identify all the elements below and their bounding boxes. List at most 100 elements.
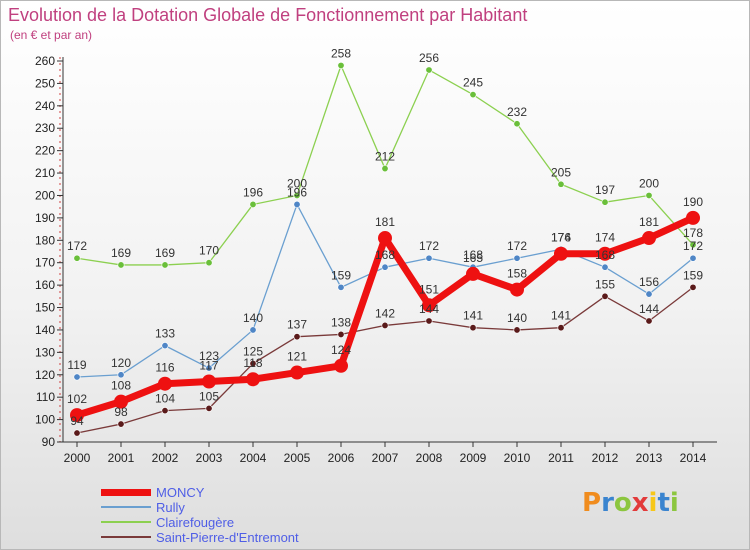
data-point-moncy	[334, 358, 348, 373]
y-tick-label: 140	[35, 323, 55, 337]
data-point-saint-pierre-d-entremont	[601, 292, 609, 300]
data-label-saint-pierre-d-entremont: 142	[375, 306, 395, 320]
data-point-rully	[645, 290, 653, 298]
data-label-moncy: 165	[463, 251, 483, 265]
data-point-moncy	[378, 231, 392, 246]
data-label-moncy: 151	[419, 282, 439, 296]
data-point-moncy	[202, 374, 216, 389]
data-label-rully: 172	[507, 239, 527, 253]
data-label-saint-pierre-d-entremont: 140	[507, 311, 527, 325]
x-tick-label: 2010	[504, 451, 531, 465]
y-tick-label: 150	[35, 301, 55, 315]
data-point-saint-pierre-d-entremont	[689, 283, 697, 291]
data-label-clairefoug-re: 200	[287, 176, 307, 190]
data-label-rully: 120	[111, 356, 131, 370]
data-point-clairefoug-re	[73, 254, 81, 262]
logo-letter: x	[631, 488, 649, 518]
data-point-rully	[293, 200, 301, 208]
y-tick-label: 90	[42, 435, 56, 449]
x-tick-label: 2000	[64, 451, 91, 465]
data-point-rully	[689, 254, 697, 262]
data-point-rully	[513, 254, 521, 262]
chart-subtitle: (en € et par an)	[10, 28, 93, 42]
data-label-rully: 172	[683, 239, 703, 253]
data-point-saint-pierre-d-entremont	[425, 317, 433, 325]
logo-letter: t	[657, 488, 670, 518]
data-label-saint-pierre-d-entremont: 141	[463, 309, 483, 323]
data-label-saint-pierre-d-entremont: 98	[114, 405, 128, 419]
x-tick-label: 2003	[196, 451, 223, 465]
data-point-moncy	[114, 394, 128, 409]
y-tick-label: 170	[35, 256, 55, 270]
data-label-rully: 176	[551, 230, 571, 244]
data-label-rully: 140	[243, 311, 263, 325]
data-point-clairefoug-re	[337, 61, 345, 69]
y-tick-label: 190	[35, 211, 55, 225]
legend-swatch	[101, 506, 151, 508]
data-label-moncy: 124	[331, 343, 351, 357]
data-label-saint-pierre-d-entremont: 104	[155, 392, 175, 406]
data-label-clairefoug-re: 169	[155, 246, 175, 260]
data-label-rully: 168	[463, 248, 483, 262]
chart-series	[70, 61, 700, 437]
data-label-rully: 119	[67, 358, 86, 372]
data-point-saint-pierre-d-entremont	[205, 404, 213, 412]
data-label-moncy: 108	[111, 379, 131, 393]
data-label-clairefoug-re: 256	[419, 51, 439, 65]
data-point-clairefoug-re	[293, 191, 301, 199]
data-point-moncy	[686, 210, 700, 225]
data-label-moncy: 102	[67, 392, 87, 406]
data-label-clairefoug-re: 172	[67, 239, 87, 253]
data-label-moncy: 174	[551, 231, 571, 245]
data-label-moncy: 181	[639, 215, 659, 229]
y-tick-label: 120	[35, 368, 55, 382]
y-tick-label: 230	[35, 121, 55, 135]
x-tick-label: 2011	[548, 451, 574, 465]
data-label-moncy: 121	[287, 350, 307, 364]
data-point-rully	[337, 283, 345, 291]
data-point-clairefoug-re	[469, 91, 477, 99]
data-point-clairefoug-re	[513, 120, 521, 128]
data-point-saint-pierre-d-entremont	[513, 326, 521, 334]
x-tick-label: 2012	[592, 451, 619, 465]
chart-title: Evolution de la Dotation Globale de Fonc…	[8, 5, 528, 25]
data-point-saint-pierre-d-entremont	[73, 429, 81, 437]
data-label-clairefoug-re: 196	[243, 185, 263, 199]
data-label-moncy: 190	[683, 195, 703, 209]
data-label-clairefoug-re: 197	[595, 183, 615, 197]
y-tick-label: 130	[35, 345, 55, 359]
data-point-saint-pierre-d-entremont	[557, 324, 565, 332]
y-tick-label: 240	[35, 99, 55, 113]
data-point-saint-pierre-d-entremont	[249, 360, 257, 368]
data-label-saint-pierre-d-entremont: 144	[419, 302, 439, 316]
data-label-clairefoug-re: 245	[463, 76, 483, 90]
logo-letter: P	[582, 488, 602, 518]
legend-label: Clairefougère	[156, 515, 235, 530]
data-point-moncy	[70, 408, 84, 423]
data-point-clairefoug-re	[249, 200, 257, 208]
data-point-clairefoug-re	[117, 261, 125, 269]
data-point-moncy	[422, 298, 436, 313]
data-label-moncy: 118	[243, 356, 262, 370]
data-point-moncy	[466, 266, 480, 281]
data-label-clairefoug-re: 200	[639, 176, 659, 190]
data-point-rully	[249, 326, 257, 334]
data-label-saint-pierre-d-entremont: 94	[70, 414, 84, 428]
data-label-clairefoug-re: 205	[551, 165, 571, 179]
data-label-rully: 196	[287, 185, 307, 199]
data-label-rully: 123	[199, 349, 219, 363]
data-label-rully: 172	[419, 239, 439, 253]
x-tick-label: 2004	[240, 451, 267, 465]
y-tick-label: 180	[35, 233, 55, 247]
data-label-clairefoug-re: 178	[683, 226, 703, 240]
data-label-saint-pierre-d-entremont: 141	[551, 309, 571, 323]
x-tick-label: 2007	[372, 451, 399, 465]
data-label-rully: 168	[375, 248, 395, 262]
data-point-moncy	[246, 372, 260, 387]
data-point-moncy	[642, 231, 656, 246]
data-point-rully	[425, 254, 433, 262]
data-point-rully	[161, 342, 169, 350]
